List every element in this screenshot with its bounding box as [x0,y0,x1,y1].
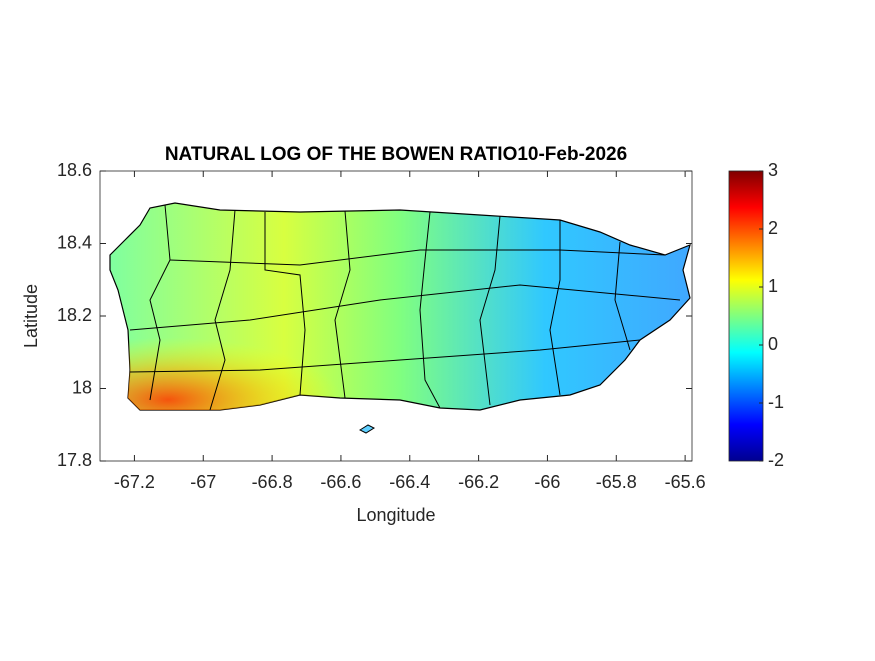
islet [358,424,376,434]
x-tick-label: -66.8 [252,472,293,492]
y-tick-label: 18 [72,377,92,397]
y-tick-label: 18.4 [57,232,92,252]
x-tick-label: -66.4 [389,472,430,492]
x-tick-label: -67 [190,472,216,492]
y-tick-label: 18.2 [57,305,92,325]
colorbar-tick-label: -1 [768,392,784,412]
colorbar [728,170,764,462]
chart-title: NATURAL LOG OF THE BOWEN RATIO10-Feb-202… [165,144,627,165]
x-axis-label: Longitude [356,505,435,525]
colorbar-tick-label: 2 [768,218,778,238]
x-tick-label: -65.8 [596,472,637,492]
x-tick-label: -67.2 [114,472,155,492]
x-tick-label: -65.6 [665,472,706,492]
colorbar-tick-label: -2 [768,450,784,470]
y-axis-label: Latitude [21,284,41,348]
x-tick-label: -66 [534,472,560,492]
y-tick-label: 18.6 [57,160,92,180]
y-tick-label: 17.8 [57,450,92,470]
map [109,202,691,434]
x-tick-label: -66.6 [320,472,361,492]
colorbar-tick-label: 3 [768,160,778,180]
colorbar-tick-label: 1 [768,276,778,296]
x-tick-label: -66.2 [458,472,499,492]
municipal-boundaries [129,204,681,411]
colorbar-tick-label: 0 [768,334,778,354]
island-shade [110,203,690,410]
